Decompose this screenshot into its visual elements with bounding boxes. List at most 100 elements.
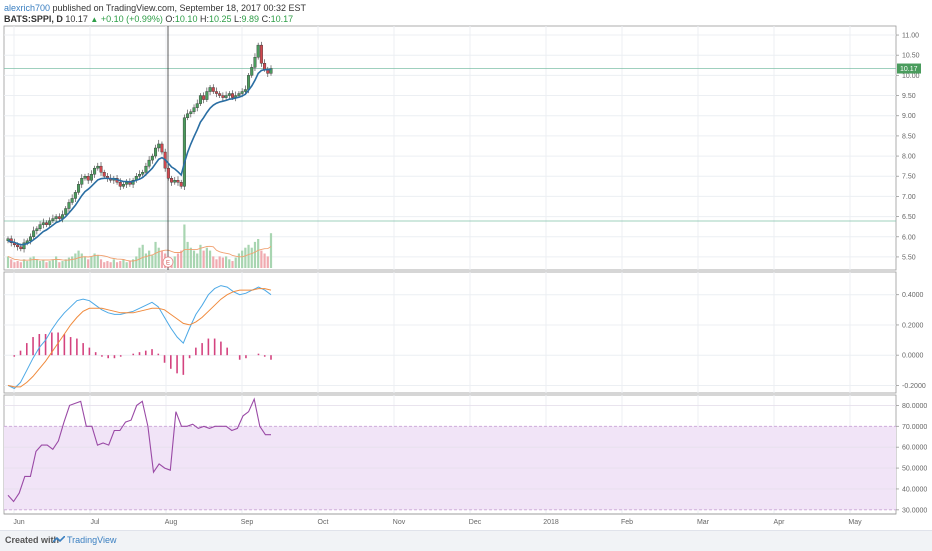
volume-bar [183, 224, 186, 268]
volume-bar [29, 257, 32, 268]
x-tick-label: May [848, 519, 862, 526]
x-tick-label: Dec [469, 519, 482, 526]
candle-body [67, 202, 71, 209]
volume-bar [13, 262, 16, 268]
candle-body [150, 155, 154, 161]
volume-bar [122, 259, 125, 268]
candle-body [141, 172, 145, 175]
volume-bar [221, 257, 224, 268]
candle-body [205, 91, 209, 100]
candle-body [221, 95, 225, 98]
volume-bar [138, 247, 141, 268]
volume-bar [173, 256, 176, 268]
earnings-marker-icon[interactable] [162, 256, 174, 268]
candle-body [224, 95, 228, 98]
volume-bar [45, 262, 48, 268]
x-tick-label: Jul [91, 519, 100, 526]
candle-body [83, 176, 87, 179]
candle-body [137, 174, 141, 177]
y-tick-label: 0.0000 [902, 353, 924, 360]
volume-bar [141, 244, 144, 268]
chart-canvas[interactable]: Jun Jul Aug Sep Oct Nov Dec 2018 Feb Mar Apr May 11.… [0, 0, 932, 530]
volume-bar [80, 253, 83, 268]
candle-body [102, 172, 106, 177]
volume-bar [196, 253, 199, 268]
candle-body [240, 91, 244, 94]
volume-bar [205, 247, 208, 268]
y-tick-label: 8.50 [902, 133, 916, 140]
close-value: 10.17 [270, 14, 294, 24]
volume-bar [257, 239, 260, 268]
low-value: 9.89 [241, 14, 260, 24]
y-tick-label: 8.00 [902, 154, 916, 161]
tradingview-link[interactable]: TradingView [67, 535, 117, 545]
footer-bar: Created with TradingView [0, 530, 932, 551]
volume-bar [22, 259, 26, 268]
x-tick-label: Feb [621, 519, 633, 526]
volume-bar [90, 256, 93, 268]
publish-text: published on TradingView.com, September … [52, 3, 307, 13]
candle-body [38, 224, 42, 229]
candle-body [195, 103, 199, 108]
volume-bar [192, 250, 196, 268]
volume-bar [67, 257, 71, 268]
candle-body [96, 165, 100, 169]
volume-bar [55, 256, 58, 268]
volume-bar [128, 261, 131, 268]
volume-bar [35, 259, 38, 268]
y-tick-label: 30.0000 [902, 507, 927, 514]
volume-bar [244, 247, 247, 268]
candle-body [19, 246, 23, 250]
macd-macd-line [7, 285, 272, 390]
y-tick-label: 70.0000 [902, 424, 927, 431]
volume-bar [96, 255, 99, 268]
candle-body [173, 180, 177, 183]
candle-body [86, 176, 90, 181]
candle-body [192, 107, 196, 112]
y-tick-label: 6.50 [902, 214, 916, 221]
panel-1-frame [3, 25, 897, 271]
candle-body [22, 242, 26, 250]
high-label: H: [199, 14, 209, 24]
y-tick-label: 10.50 [902, 53, 920, 60]
candle-body [253, 57, 257, 68]
author-link[interactable]: alexrich700 [4, 3, 51, 13]
volume-bar [106, 261, 109, 268]
volume-bar [74, 253, 77, 268]
moving-average-line [7, 68, 272, 246]
volume-bar [247, 244, 250, 268]
high-value: 10.25 [208, 14, 232, 24]
volume-bar [148, 250, 151, 268]
candle-body [44, 222, 48, 225]
volume-bar [42, 259, 45, 268]
volume-bar [115, 262, 119, 268]
candle-body [259, 44, 263, 64]
volume-bar [189, 247, 192, 268]
candle-body [198, 95, 202, 104]
last-price-box [897, 63, 921, 74]
symbol-label: BATS:SPPI, D [4, 14, 63, 24]
candle-body [93, 167, 97, 175]
candle-body [160, 143, 164, 153]
candle-body [269, 68, 273, 74]
volume-bar [131, 259, 135, 268]
candle-body [41, 222, 45, 225]
y-tick-label: 5.50 [902, 254, 916, 261]
candle-body [166, 167, 170, 179]
candle-body [182, 117, 186, 187]
candle-body [54, 216, 58, 219]
x-tick-label: Aug [165, 519, 178, 526]
volume-bar [99, 259, 103, 268]
candle-body [189, 111, 193, 114]
candle-body [48, 220, 52, 225]
volume-bar [48, 261, 51, 268]
volume-bar [71, 256, 74, 268]
volume-bar [58, 262, 61, 268]
candle-body [218, 93, 222, 96]
last-price: 10.17 [65, 14, 88, 24]
candle-body [147, 159, 151, 167]
candle-body [77, 184, 81, 193]
volume-bar [176, 253, 180, 268]
volume-bar [125, 262, 128, 268]
x-tick-label: 2018 [543, 519, 559, 526]
